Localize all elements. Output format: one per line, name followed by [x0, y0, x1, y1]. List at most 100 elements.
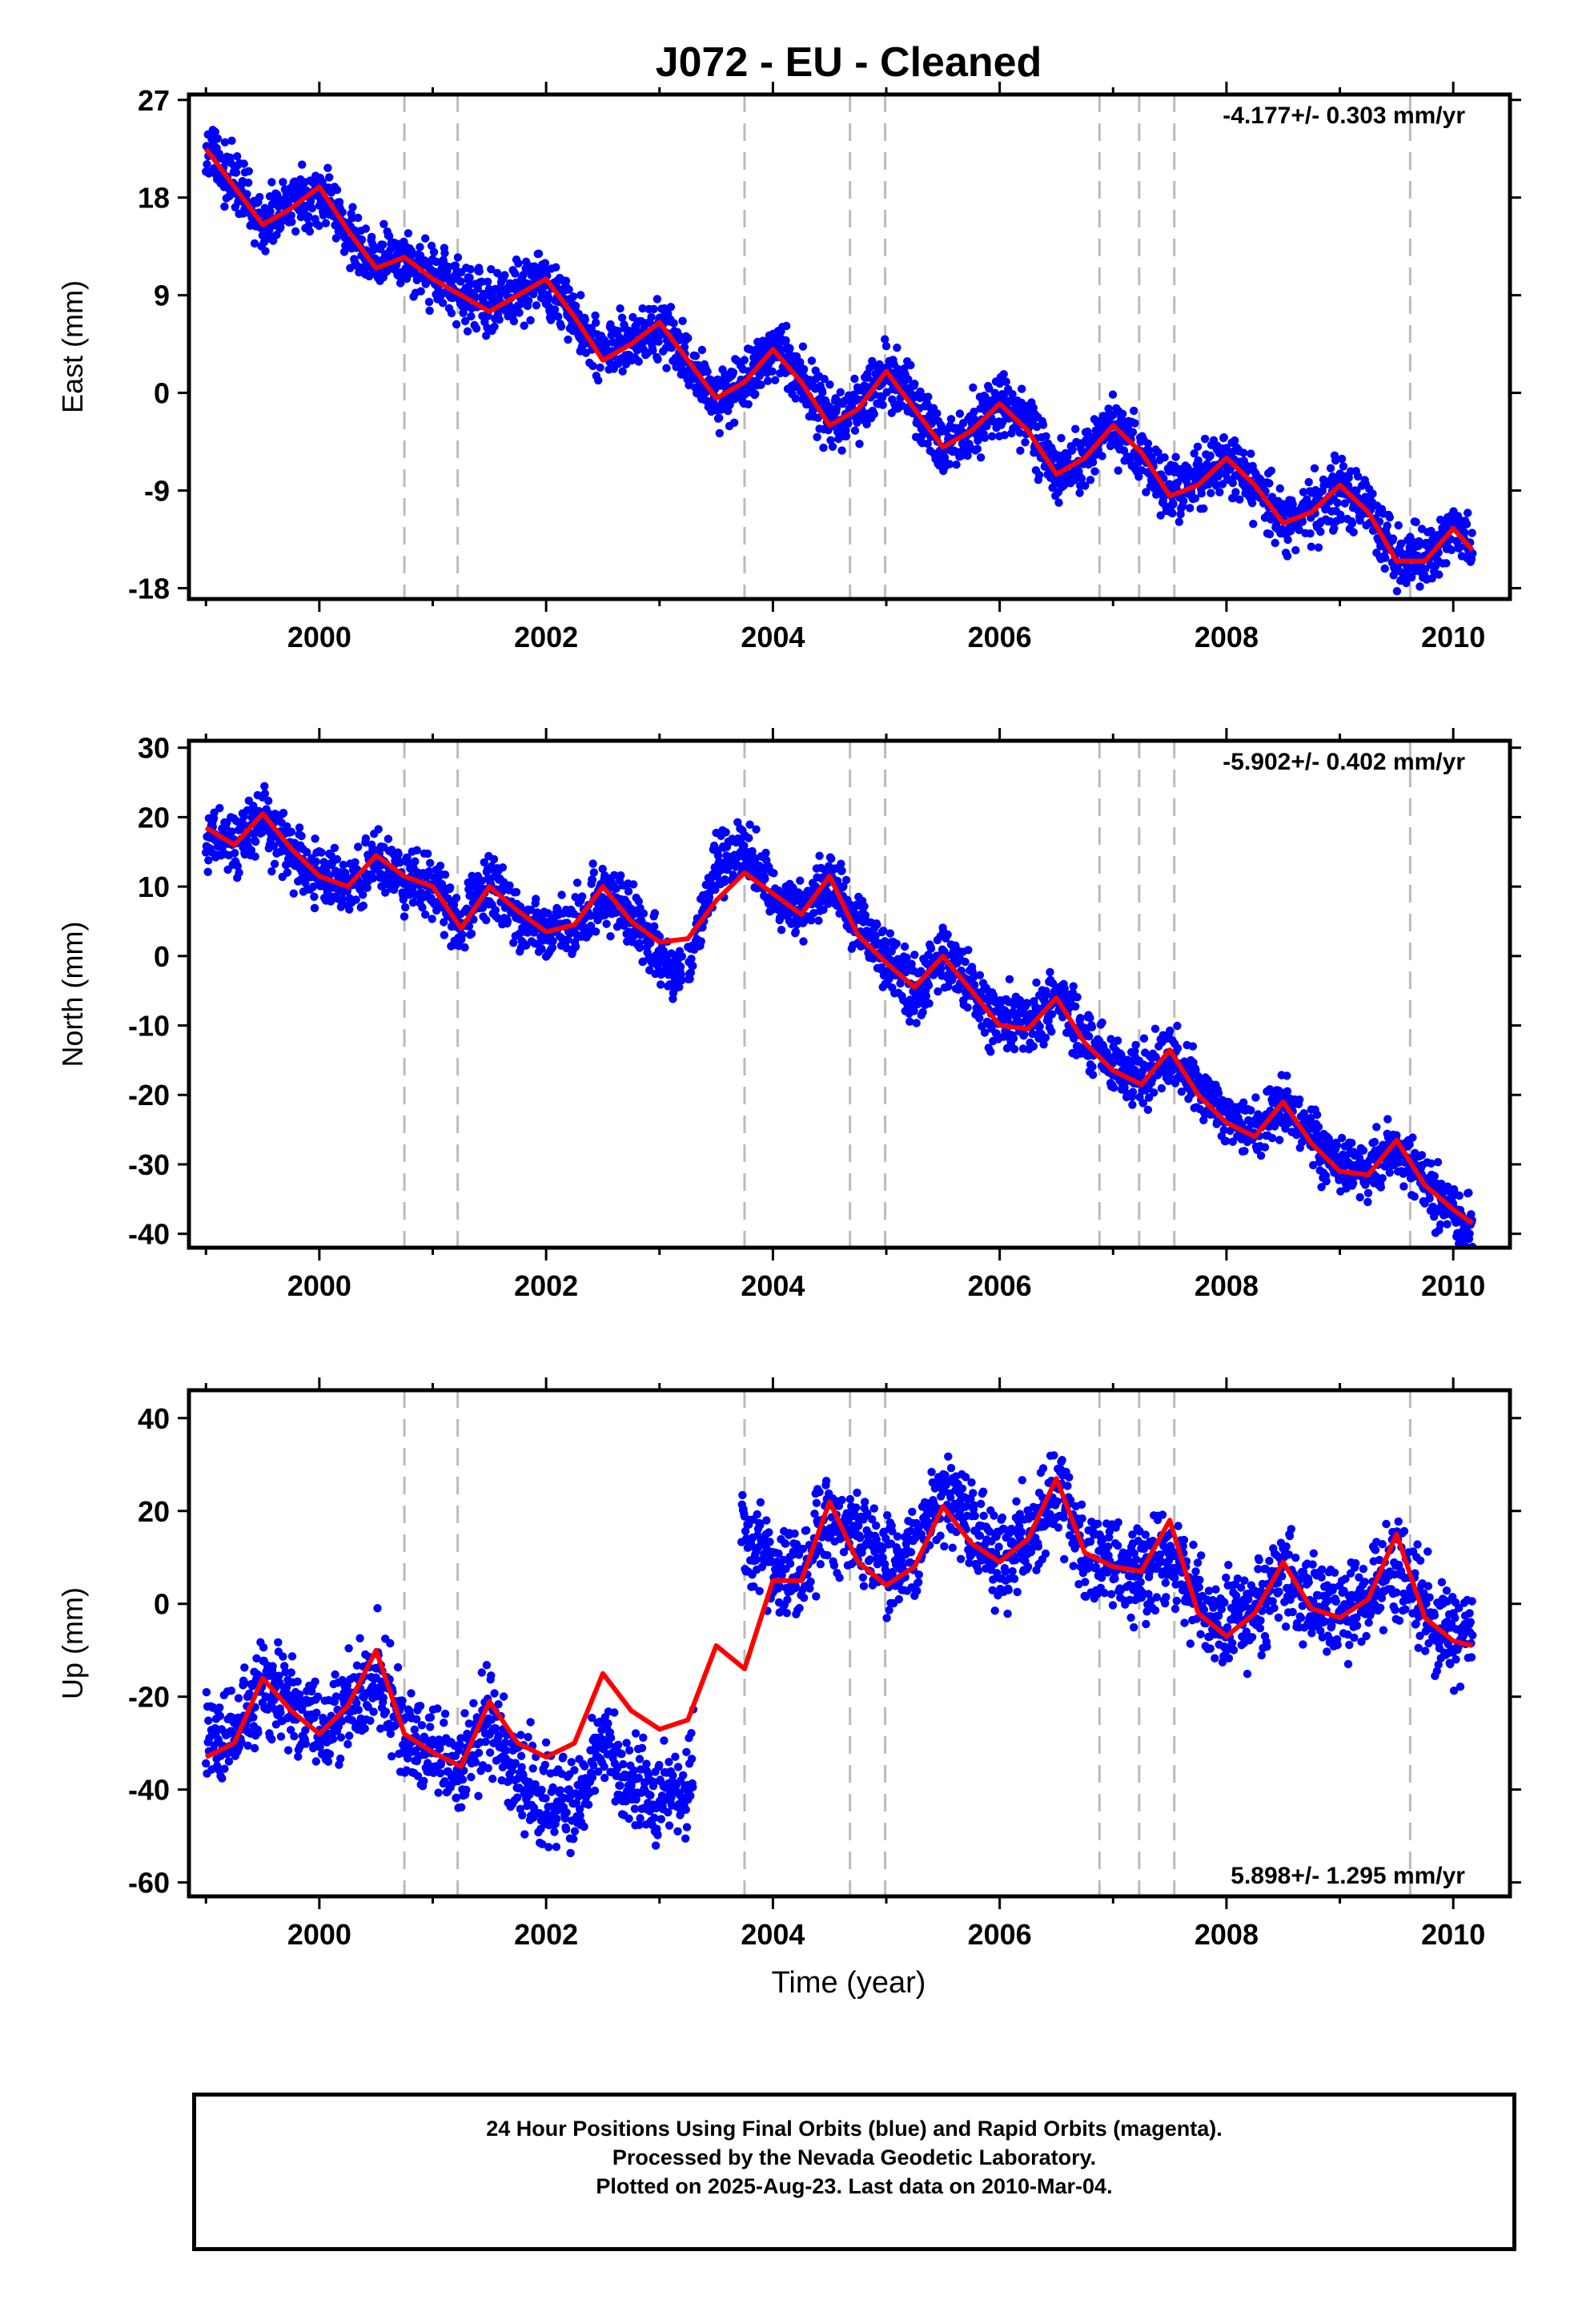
observation-point	[1283, 1072, 1291, 1080]
observation-point	[761, 848, 770, 858]
observation-point	[1275, 484, 1285, 493]
observation-point	[460, 943, 469, 952]
observation-point	[1355, 516, 1364, 525]
observation-point	[685, 975, 694, 983]
observation-point	[1023, 999, 1032, 1008]
observation-point	[561, 276, 571, 285]
observation-point	[1128, 428, 1138, 436]
observation-point	[1108, 390, 1118, 399]
observation-point	[1260, 1143, 1270, 1152]
observation-point	[1394, 521, 1403, 530]
observation-point	[878, 400, 887, 409]
observation-point	[980, 433, 990, 442]
observation-point	[1038, 420, 1048, 429]
observation-point	[729, 418, 739, 427]
observation-point	[1385, 513, 1395, 522]
observation-point	[952, 460, 961, 469]
observation-point	[999, 370, 1008, 379]
observation-point	[1203, 460, 1211, 468]
observation-point	[1071, 1002, 1080, 1011]
observation-point	[472, 324, 481, 333]
observation-point	[357, 235, 367, 244]
observation-point	[569, 292, 578, 301]
observation-point	[544, 909, 552, 918]
observation-point	[722, 381, 731, 390]
observation-point	[697, 937, 705, 946]
observation-point	[1256, 1151, 1266, 1160]
observation-point	[1066, 995, 1075, 1005]
plot-frame	[187, 92, 1512, 601]
observation-point	[424, 297, 434, 307]
observation-point	[1009, 1034, 1018, 1043]
observation-point	[325, 173, 334, 182]
observation-point	[298, 160, 307, 169]
observation-point	[519, 271, 528, 279]
observation-point	[1427, 574, 1436, 583]
observation-point	[1191, 494, 1200, 503]
observation-point	[407, 247, 416, 255]
observation-point	[453, 253, 463, 262]
observation-point	[1128, 1088, 1138, 1096]
observation-point	[650, 922, 659, 931]
observation-point	[255, 192, 264, 202]
observation-point	[715, 428, 724, 438]
observation-point	[261, 247, 270, 255]
observation-point	[347, 214, 357, 223]
observation-point	[809, 909, 818, 918]
observation-point	[471, 292, 480, 301]
observation-point	[1144, 446, 1154, 455]
observation-point	[1226, 464, 1235, 474]
observation-point	[1337, 454, 1347, 464]
observation-point	[515, 308, 524, 317]
observation-point	[244, 179, 253, 187]
observation-point	[691, 352, 701, 360]
observation-point	[1041, 1033, 1050, 1043]
observation-point	[428, 915, 436, 923]
observation-point	[1018, 384, 1026, 393]
x-tick-label: 2000	[287, 621, 351, 653]
observation-point	[427, 241, 436, 251]
observation-point	[1139, 1034, 1149, 1043]
observation-point	[1177, 1088, 1186, 1096]
y-tick-label: 18	[138, 182, 170, 215]
observation-point	[1214, 1088, 1223, 1098]
observation-point	[814, 916, 823, 925]
observation-point	[813, 432, 821, 441]
observation-point	[768, 367, 777, 376]
observation-point	[1228, 478, 1238, 488]
observation-point	[669, 319, 678, 328]
observation-point	[426, 858, 435, 867]
observation-point	[656, 980, 665, 989]
observation-point	[819, 443, 828, 452]
observation-point	[1002, 377, 1010, 386]
observation-point	[807, 356, 817, 365]
observation-point	[613, 327, 622, 336]
observation-point	[482, 915, 491, 925]
observation-point	[440, 918, 448, 927]
observation-point	[309, 883, 318, 891]
observation-point	[850, 374, 859, 384]
observation-point	[487, 265, 496, 274]
observation-point	[970, 415, 979, 424]
observation-point	[287, 211, 295, 220]
observation-point	[557, 891, 566, 899]
observation-point	[323, 163, 332, 172]
observation-point	[400, 912, 409, 921]
observation-point	[527, 906, 536, 915]
observation-point	[763, 376, 773, 385]
observation-point	[711, 885, 720, 895]
observation-point	[1407, 573, 1416, 582]
observation-point	[881, 335, 889, 344]
observation-point	[703, 367, 712, 376]
observation-point	[1337, 1133, 1347, 1143]
observation-point	[924, 981, 934, 990]
observation-point	[618, 367, 627, 376]
observation-point	[438, 299, 448, 308]
observation-point	[893, 344, 901, 352]
observation-point	[1071, 424, 1080, 433]
observation-point	[976, 453, 986, 462]
observation-point	[1368, 489, 1377, 498]
observation-point	[782, 321, 791, 331]
observation-point	[1098, 1018, 1106, 1027]
observation-point	[1077, 474, 1086, 483]
